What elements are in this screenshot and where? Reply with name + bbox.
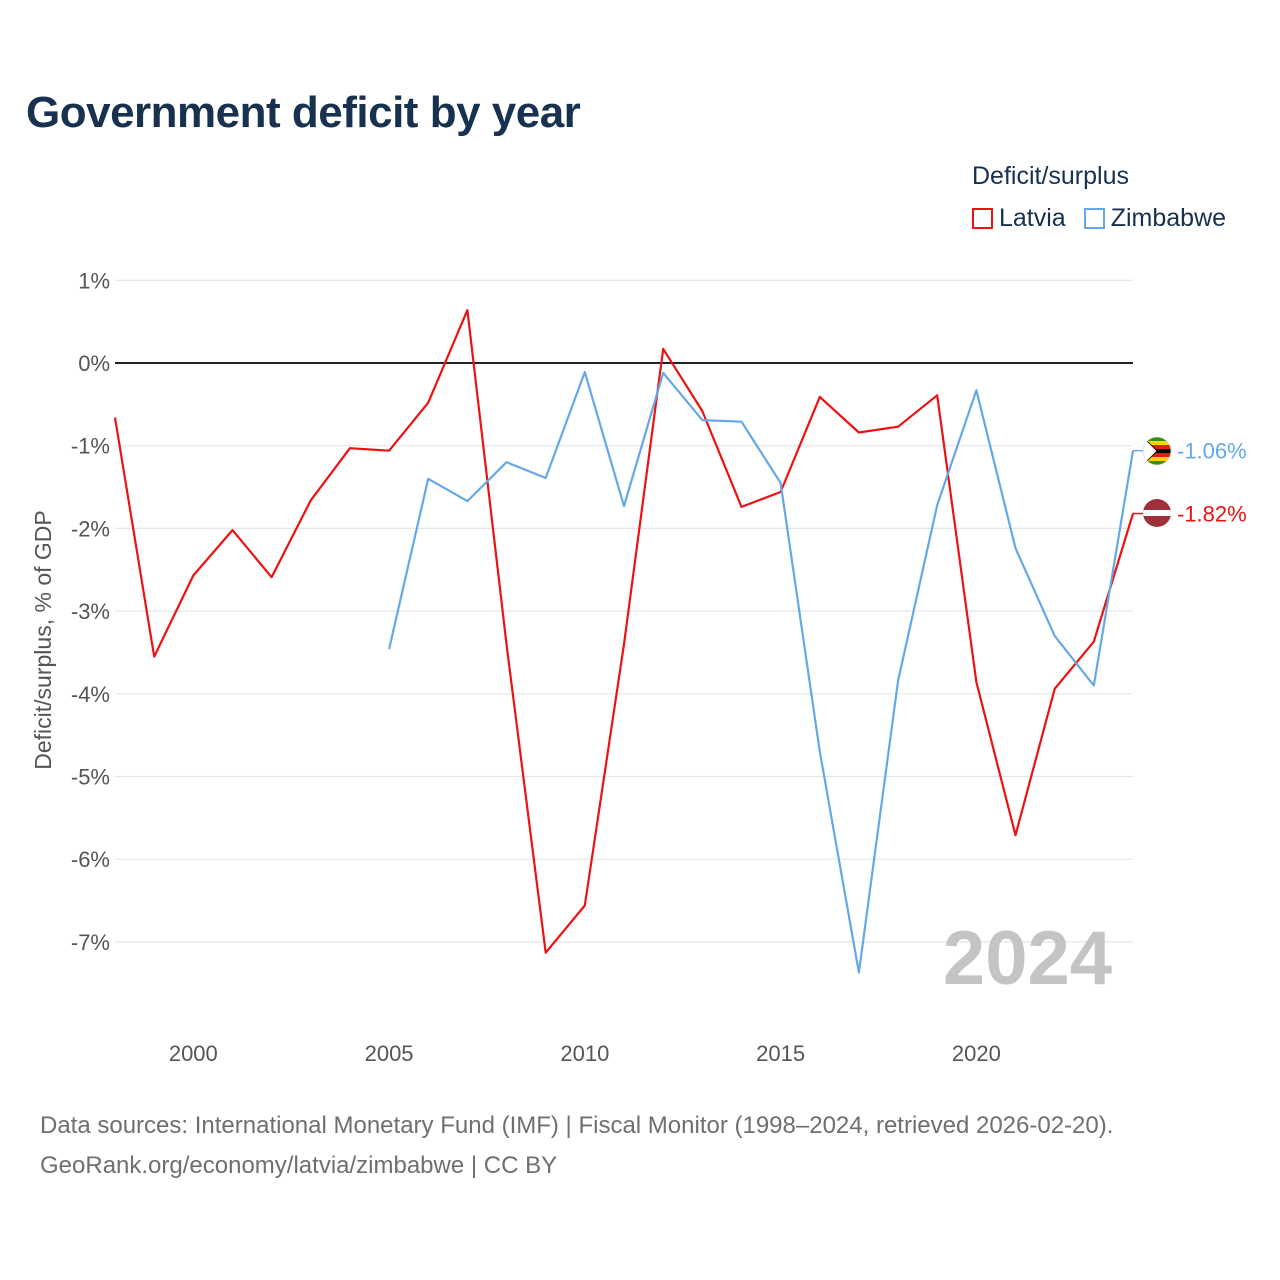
- series-line-zimbabwe: [388, 371, 1135, 974]
- y-tick-label: -3%: [71, 599, 110, 624]
- y-tick-label: -1%: [71, 434, 110, 459]
- source-note: Data sources: International Monetary Fun…: [40, 1106, 1113, 1186]
- legend-swatch-latvia: [972, 208, 993, 229]
- y-tick-label: -6%: [71, 847, 110, 872]
- legend-title: Deficit/surplus: [972, 162, 1129, 190]
- y-tick-label: -4%: [71, 682, 110, 707]
- y-tick-label: -7%: [71, 930, 110, 955]
- x-tick-label: 2020: [952, 1041, 1001, 1066]
- series-line-latvia: [113, 309, 1135, 954]
- y-tick-label: 1%: [78, 268, 110, 293]
- y-axis-label: Deficit/surplus, % of GDP: [30, 510, 56, 769]
- y-tick-labels: 1% 0% -1% -2% -3% -4% -5% -6% -7%: [71, 268, 110, 955]
- x-tick-label: 2010: [560, 1041, 609, 1066]
- source-line-2[interactable]: GeoRank.org/economy/latvia/zimbabwe | CC…: [40, 1152, 558, 1179]
- y-tick-label: 0%: [78, 351, 110, 376]
- grid: [115, 279, 1133, 943]
- x-tick-label: 2000: [169, 1041, 218, 1066]
- year-watermark: 2024: [943, 916, 1112, 1001]
- x-tick-labels: 2000 2005 2010 2015 2020: [169, 1041, 1001, 1066]
- legend: Latvia Zimbabwe: [972, 204, 1226, 233]
- legend-item-zimbabwe[interactable]: Zimbabwe: [1083, 204, 1227, 233]
- source-line-1: Data sources: International Monetary Fun…: [40, 1112, 1114, 1139]
- zimbabwe-flag-icon: [1142, 436, 1172, 466]
- end-label-zimbabwe: -1.06%: [1177, 439, 1247, 464]
- chart-title: Government deficit by year: [26, 88, 581, 137]
- y-tick-label: -5%: [71, 765, 110, 790]
- x-tick-label: 2005: [365, 1041, 414, 1066]
- end-label-latvia: -1.82%: [1177, 502, 1247, 527]
- legend-label-zimbabwe: Zimbabwe: [1110, 204, 1227, 232]
- y-tick-label: -2%: [71, 516, 110, 541]
- latvia-flag-icon: [1143, 499, 1171, 527]
- x-tick-label: 2015: [756, 1041, 805, 1066]
- legend-swatch-zimbabwe: [1083, 208, 1105, 229]
- legend-item-latvia[interactable]: Latvia: [972, 204, 1066, 233]
- end-markers: [1142, 436, 1172, 527]
- series-lines: -1.82% -1.06%: [113, 309, 1247, 974]
- legend-label-latvia: Latvia: [999, 204, 1066, 232]
